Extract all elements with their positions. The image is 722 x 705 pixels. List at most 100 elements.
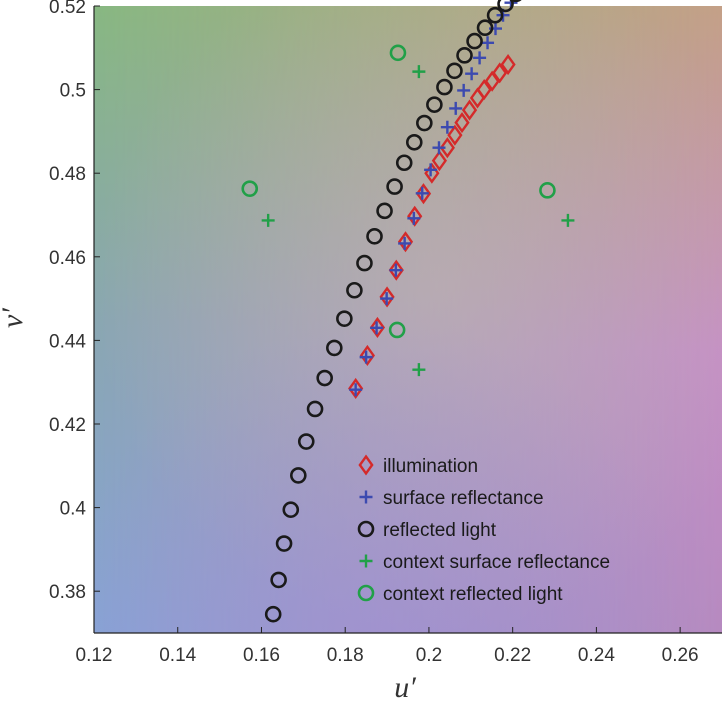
- surface-reflectance-point: [389, 263, 403, 277]
- reflected-light-point: [366, 228, 383, 245]
- x-axis-title: u′: [394, 671, 416, 704]
- reflected-light-point: [476, 19, 494, 37]
- illumination-point: [397, 231, 414, 253]
- legend-item-illumination: illumination: [358, 454, 478, 477]
- y-axis-title: v′: [0, 308, 29, 328]
- x-axis-ticks: 0.12 0.14 0.16 0.18 0.2 0.22 0.24 0.26: [76, 627, 699, 666]
- legend: illumination surface reflectance reflected…: [357, 454, 610, 605]
- legend-label: surface reflectance: [383, 488, 544, 509]
- y-tick-label: 0.52: [49, 0, 86, 18]
- x-tick-label: 0.16: [243, 645, 280, 666]
- illumination-point: [439, 137, 455, 159]
- y-tick-label: 0.4: [60, 499, 87, 520]
- series-illumination: [348, 53, 516, 400]
- reflected-light-point: [416, 114, 433, 132]
- surface-reflectance-point: [407, 211, 421, 225]
- legend-item-context-reflected-light: context reflected light: [357, 584, 563, 605]
- reflected-light-point: [405, 133, 423, 151]
- surface-reflectance-point: [440, 120, 454, 134]
- surface-reflectance-point: [449, 101, 463, 115]
- surface-reflectance-point: [432, 141, 446, 155]
- surface-reflectance-point: [465, 67, 479, 81]
- series-reflected-light: [264, 0, 522, 623]
- illumination-point: [415, 183, 432, 205]
- illumination-point: [454, 112, 470, 134]
- surface-reflectance-point: [424, 163, 438, 177]
- reflected-light-point: [356, 254, 373, 272]
- illumination-point: [388, 259, 404, 281]
- x-tick-label: 0.2: [416, 645, 442, 666]
- surface-reflectance-point: [481, 36, 495, 50]
- y-tick-label: 0.46: [49, 248, 86, 269]
- series-context-surface-reflectance: [261, 65, 575, 377]
- legend-item-surface-reflectance: surface reflectance: [359, 488, 544, 509]
- x-tick-label: 0.24: [578, 645, 615, 666]
- reflected-light-point: [446, 62, 463, 80]
- surface-reflectance-point: [473, 51, 487, 65]
- reflected-light-point: [297, 433, 315, 450]
- context-surface-reflectance-point: [412, 65, 426, 79]
- legend-label: illumination: [383, 456, 478, 477]
- reflected-light-point: [486, 6, 504, 24]
- context-reflected-light-point: [389, 44, 407, 62]
- y-tick-label: 0.44: [49, 331, 86, 352]
- reflected-light-point: [264, 605, 282, 623]
- illumination-point: [348, 377, 364, 400]
- legend-label: reflected light: [383, 520, 497, 541]
- surface-reflectance-point: [398, 236, 412, 250]
- reflected-light-point: [426, 96, 443, 113]
- reflected-light-point: [336, 310, 353, 327]
- illumination-point: [447, 124, 463, 146]
- x-tick-label: 0.14: [159, 645, 196, 666]
- reflected-light-point: [395, 154, 413, 172]
- context-reflected-light-point: [241, 180, 259, 197]
- legend-label: context reflected light: [383, 584, 563, 605]
- illumination-point: [476, 79, 492, 101]
- surface-reflectance-point: [359, 350, 373, 364]
- legend-marker-reflected-light: [357, 520, 375, 538]
- illumination-point: [431, 150, 447, 172]
- illumination-point: [369, 316, 386, 338]
- reflected-light-point: [386, 178, 403, 195]
- data-series: [241, 0, 575, 623]
- series-surface-reflectance: [349, 0, 518, 397]
- reflected-light-point: [456, 47, 473, 64]
- reflected-light-point: [436, 78, 453, 96]
- y-tick-label: 0.42: [49, 415, 86, 436]
- reflected-light-point: [346, 281, 363, 299]
- series-context-reflected-light: [241, 44, 556, 339]
- legend-label: context surface reflectance: [383, 552, 610, 573]
- x-tick-label: 0.12: [76, 645, 113, 666]
- reflected-light-point: [282, 501, 300, 518]
- illumination-point: [359, 344, 375, 367]
- axes: [93, 6, 722, 634]
- context-surface-reflectance-point: [412, 363, 426, 377]
- illumination-point: [461, 99, 478, 121]
- x-tick-label: 0.22: [494, 645, 531, 666]
- reflected-light-point: [326, 339, 343, 357]
- reflected-light-point: [275, 535, 293, 552]
- reflected-light-point: [376, 202, 393, 220]
- surface-reflectance-point: [370, 321, 384, 335]
- x-tick-label: 0.18: [327, 645, 364, 666]
- y-axis-ticks: 0.38 0.4 0.42 0.44 0.46 0.48 0.5 0.52: [49, 0, 100, 603]
- y-tick-label: 0.5: [60, 81, 86, 102]
- context-surface-reflectance-point: [561, 213, 575, 227]
- surface-reflectance-point: [415, 186, 429, 200]
- reflected-light-point: [497, 0, 514, 13]
- legend-marker-context-reflected-light: [357, 584, 375, 602]
- reflected-light-point: [510, 0, 522, 3]
- reflected-light-point: [306, 400, 324, 418]
- legend-item-context-surface-reflectance: context surface reflectance: [359, 552, 610, 573]
- legend-marker-surface-reflectance: [359, 490, 373, 504]
- reflected-light-point: [290, 467, 307, 484]
- context-reflected-light-point: [388, 321, 406, 339]
- legend-item-reflected-light: reflected light: [357, 520, 497, 541]
- plot-background: [94, 6, 722, 633]
- surface-reflectance-point: [380, 292, 394, 306]
- context-surface-reflectance-point: [261, 213, 275, 227]
- y-tick-label: 0.38: [49, 582, 86, 603]
- y-tick-label: 0.48: [49, 164, 86, 185]
- surface-reflectance-point: [349, 383, 363, 397]
